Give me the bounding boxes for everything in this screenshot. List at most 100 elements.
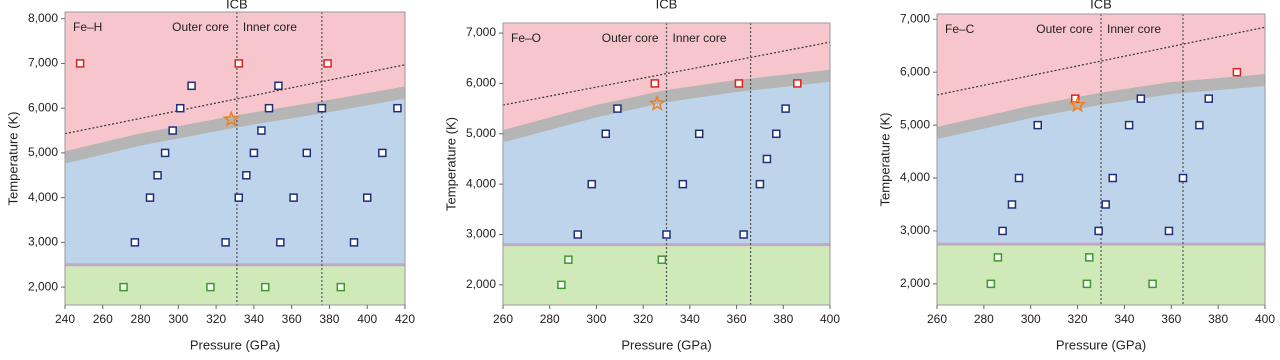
data-point: [302, 148, 312, 158]
x-tick-label: 280: [540, 312, 560, 326]
x-tick-label: 300: [1021, 312, 1041, 326]
data-point: [1204, 94, 1214, 103]
data-point: [175, 103, 185, 113]
star-marker: [1068, 95, 1087, 113]
icb-title: ICB: [226, 0, 248, 11]
x-tick-label: 240: [55, 312, 75, 326]
data-point: [755, 179, 765, 189]
y-tick-label: 7,000: [466, 25, 496, 39]
data-point: [1108, 173, 1117, 183]
y-tick-label: 3,000: [900, 223, 930, 237]
data-point: [1148, 279, 1157, 289]
data-point: [1136, 94, 1146, 103]
data-point: [257, 126, 266, 135]
data-point: [349, 238, 359, 247]
low-region: [503, 244, 830, 305]
x-tick-label: 380: [773, 312, 793, 326]
x-tick-label: 400: [357, 312, 377, 326]
data-point: [1101, 200, 1110, 209]
data-point: [993, 253, 1003, 262]
y-tick-label: 6,000: [466, 76, 496, 90]
x-tick-label: 360: [1161, 312, 1181, 326]
data-point: [650, 79, 660, 88]
region-label: Inner core: [1107, 22, 1161, 36]
x-tick-label: 400: [820, 312, 840, 326]
adiabat: [65, 64, 405, 135]
data-point: [793, 79, 802, 88]
region-label: Inner core: [673, 31, 727, 45]
x-tick-label: 280: [974, 312, 994, 326]
x-tick-label: 340: [1114, 312, 1134, 326]
x-tick-label: 380: [1208, 312, 1228, 326]
data-point: [130, 238, 140, 247]
data-point: [378, 148, 387, 158]
y-axis-label: Temperature (K): [5, 112, 20, 206]
data-point: [323, 59, 332, 68]
system-label: Fe–C: [945, 22, 975, 36]
axes-frame: [64, 11, 406, 306]
data-point: [573, 230, 582, 239]
icb-title: ICB: [656, 0, 678, 11]
data-point: [1033, 120, 1042, 130]
y-tick-label: 4,000: [466, 176, 496, 190]
data-point: [75, 59, 85, 68]
y-tick-label: 5,000: [466, 126, 496, 140]
data-point: [694, 129, 704, 139]
data-point: [242, 171, 251, 180]
y-tick-label: 2,000: [466, 277, 496, 291]
data-point: [781, 104, 790, 113]
y-tick-label: 4,000: [28, 190, 58, 204]
data-point: [734, 79, 744, 88]
data-point: [362, 193, 372, 202]
data-point: [1164, 226, 1174, 236]
x-tick-label: 340: [680, 312, 700, 326]
data-point: [264, 103, 274, 113]
x-tick-label: 300: [586, 312, 606, 326]
y-tick-label: 5,000: [28, 145, 58, 159]
y-tick-label: 3,000: [28, 235, 58, 249]
y-tick-label: 8,000: [28, 11, 58, 25]
icb-title: ICB: [1090, 0, 1112, 11]
data-point: [1007, 200, 1017, 209]
data-point: [317, 103, 327, 113]
data-point: [274, 81, 283, 91]
system-label: Fe–H: [73, 20, 102, 34]
data-point: [260, 282, 270, 292]
data-point: [762, 154, 772, 164]
data-point: [739, 230, 748, 239]
data-point: [234, 59, 244, 68]
y-tick-label: 6,000: [900, 64, 930, 78]
data-point: [1195, 120, 1204, 130]
data-point: [276, 238, 285, 247]
data-point: [1085, 253, 1094, 262]
data-point: [986, 279, 996, 289]
x-tick-label: 320: [633, 312, 653, 326]
x-tick-label: 320: [1068, 312, 1088, 326]
data-point: [772, 129, 781, 139]
data-point: [1082, 279, 1092, 289]
data-point: [613, 104, 622, 113]
plot-area: [937, 14, 1265, 305]
x-tick-label: 320: [206, 312, 226, 326]
y-tick-label: 2,000: [28, 279, 58, 293]
data-point: [678, 179, 688, 189]
y-tick-label: 7,000: [28, 56, 58, 70]
data-point: [1094, 226, 1103, 236]
data-point: [998, 226, 1007, 236]
y-tick-label: 5,000: [900, 117, 930, 131]
star-marker: [648, 94, 666, 111]
y-tick-label: 7,000: [900, 11, 930, 25]
x-tick-label: 420: [395, 312, 415, 326]
axes-frame: [502, 22, 831, 306]
data-point: [206, 282, 215, 292]
data-point: [168, 126, 177, 135]
region-label: Outer core: [172, 20, 229, 34]
x-tick-label: 340: [244, 312, 264, 326]
x-axis-label: Pressure (GPa): [1056, 337, 1146, 352]
axes-frame: [936, 13, 1266, 306]
star-marker: [222, 110, 240, 127]
data-point: [601, 129, 611, 139]
data-point: [557, 280, 566, 290]
data-point: [234, 193, 244, 202]
